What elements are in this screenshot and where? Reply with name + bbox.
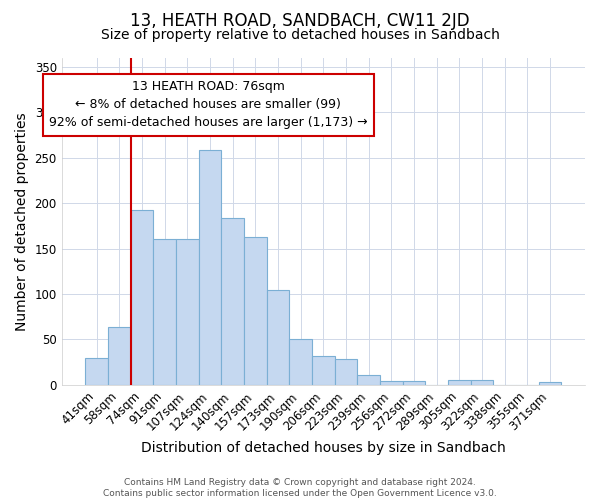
Bar <box>380 382 403 385</box>
Bar <box>131 210 154 385</box>
Bar <box>312 356 335 385</box>
Bar <box>108 326 131 385</box>
Text: Contains HM Land Registry data © Crown copyright and database right 2024.
Contai: Contains HM Land Registry data © Crown c… <box>103 478 497 498</box>
Bar <box>539 382 561 385</box>
Text: 13, HEATH ROAD, SANDBACH, CW11 2JD: 13, HEATH ROAD, SANDBACH, CW11 2JD <box>130 12 470 30</box>
Bar <box>221 218 244 385</box>
Text: 13 HEATH ROAD: 76sqm
← 8% of detached houses are smaller (99)
92% of semi-detach: 13 HEATH ROAD: 76sqm ← 8% of detached ho… <box>49 80 368 130</box>
Bar <box>470 380 493 385</box>
Bar <box>154 240 176 385</box>
X-axis label: Distribution of detached houses by size in Sandbach: Distribution of detached houses by size … <box>141 441 506 455</box>
Bar <box>176 240 199 385</box>
Bar <box>335 360 358 385</box>
Text: Size of property relative to detached houses in Sandbach: Size of property relative to detached ho… <box>101 28 499 42</box>
Y-axis label: Number of detached properties: Number of detached properties <box>15 112 29 330</box>
Bar <box>358 375 380 385</box>
Bar <box>199 150 221 385</box>
Bar <box>266 290 289 385</box>
Bar <box>448 380 470 385</box>
Bar <box>244 236 266 385</box>
Bar <box>403 382 425 385</box>
Bar <box>85 358 108 385</box>
Bar <box>289 340 312 385</box>
